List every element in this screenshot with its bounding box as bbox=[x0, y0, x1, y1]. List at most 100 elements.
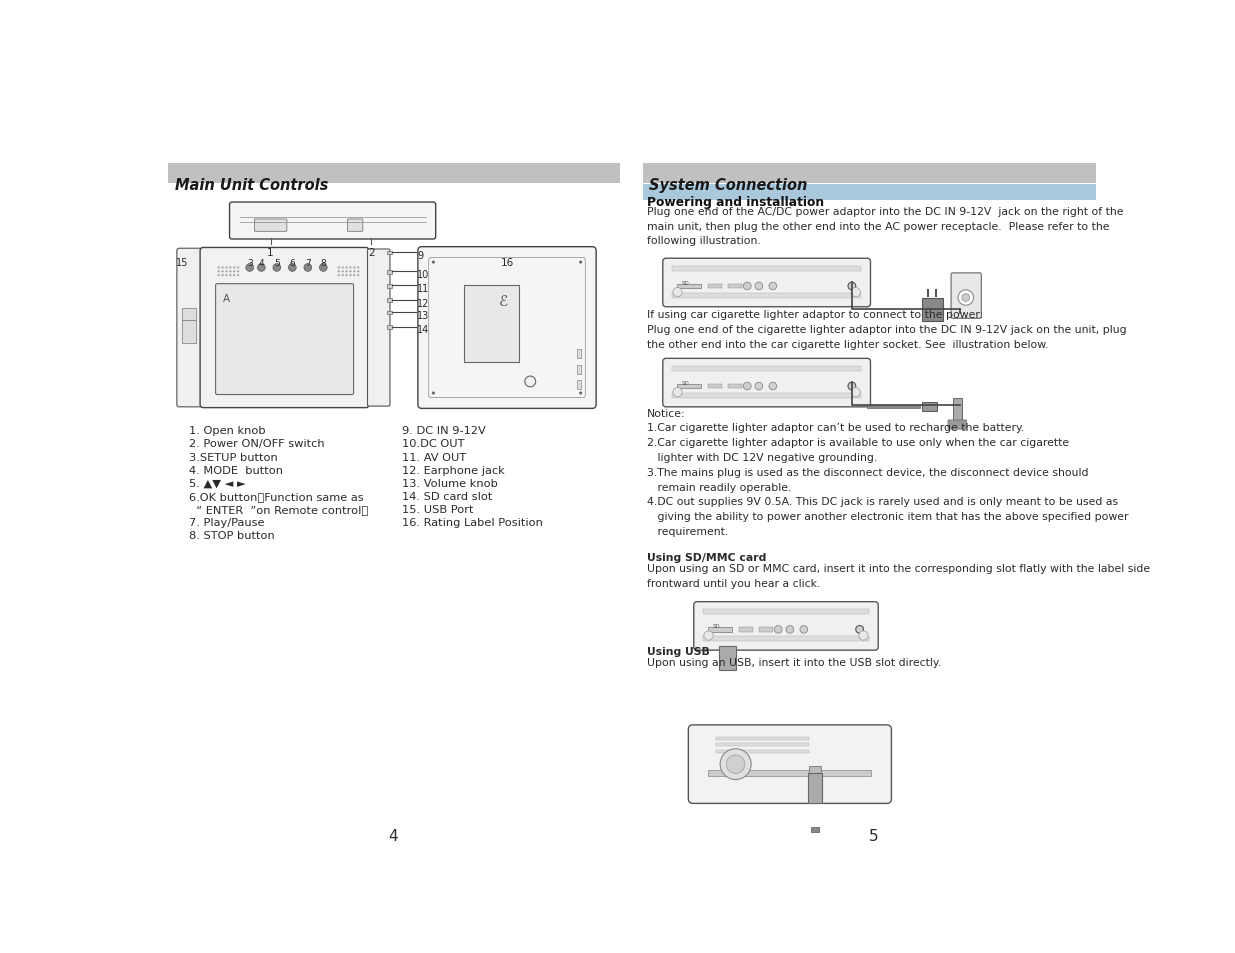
Circle shape bbox=[346, 271, 348, 274]
Circle shape bbox=[851, 288, 861, 297]
Circle shape bbox=[233, 274, 236, 277]
Text: Notice:
1.Car cigarette lighter adaptor can’t be used to recharge the battery.
2: Notice: 1.Car cigarette lighter adaptor … bbox=[647, 408, 1129, 537]
Bar bbox=[716, 743, 809, 746]
Circle shape bbox=[221, 274, 224, 277]
Bar bbox=[921, 403, 937, 412]
Text: System Connection: System Connection bbox=[648, 178, 808, 193]
Bar bbox=[678, 284, 700, 289]
Circle shape bbox=[233, 267, 236, 270]
Circle shape bbox=[217, 274, 220, 277]
Circle shape bbox=[337, 271, 340, 274]
FancyBboxPatch shape bbox=[347, 220, 363, 232]
Text: SD: SD bbox=[682, 280, 689, 285]
Text: 4: 4 bbox=[258, 259, 264, 268]
Bar bbox=[809, 766, 821, 776]
Circle shape bbox=[755, 283, 763, 291]
Circle shape bbox=[237, 271, 240, 274]
Circle shape bbox=[743, 383, 751, 391]
Text: 16: 16 bbox=[500, 257, 514, 268]
Bar bbox=[709, 770, 871, 776]
Text: 14. SD card slot: 14. SD card slot bbox=[403, 491, 493, 501]
Text: 11: 11 bbox=[417, 284, 430, 294]
Bar bbox=[716, 738, 809, 740]
Circle shape bbox=[774, 626, 782, 634]
Text: 13. Volume knob: 13. Volume knob bbox=[403, 478, 498, 488]
Text: Plug one end of the AC/DC power adaptor into the DC IN 9-12V  jack on the right : Plug one end of the AC/DC power adaptor … bbox=[647, 207, 1124, 246]
Bar bbox=[703, 637, 869, 641]
Text: Powering and installation: Powering and installation bbox=[647, 196, 825, 209]
Circle shape bbox=[289, 264, 296, 272]
Bar bbox=[758, 627, 773, 632]
Text: If using car cigarette lighter adaptor to connect to the power:
Plug one end of : If using car cigarette lighter adaptor t… bbox=[647, 310, 1126, 350]
Circle shape bbox=[432, 261, 435, 264]
Circle shape bbox=[856, 626, 863, 634]
Bar bbox=[577, 380, 580, 390]
Text: 12. Earphone jack: 12. Earphone jack bbox=[403, 465, 505, 476]
Text: SD: SD bbox=[713, 623, 720, 628]
Circle shape bbox=[225, 274, 227, 277]
Bar bbox=[387, 312, 391, 315]
Text: 7: 7 bbox=[305, 259, 311, 268]
Circle shape bbox=[221, 271, 224, 274]
FancyBboxPatch shape bbox=[688, 725, 892, 803]
Circle shape bbox=[353, 274, 356, 277]
Bar bbox=[740, 627, 753, 632]
FancyBboxPatch shape bbox=[230, 203, 436, 240]
Text: 11. AV OUT: 11. AV OUT bbox=[403, 452, 467, 462]
Bar bbox=[716, 750, 809, 753]
Text: 5: 5 bbox=[274, 259, 279, 268]
Bar bbox=[387, 299, 391, 303]
Circle shape bbox=[357, 274, 359, 277]
FancyBboxPatch shape bbox=[663, 259, 871, 308]
Circle shape bbox=[579, 261, 582, 264]
Bar bbox=[709, 627, 732, 632]
Circle shape bbox=[217, 271, 220, 274]
Text: SD: SD bbox=[682, 380, 689, 385]
Text: 8: 8 bbox=[320, 259, 326, 268]
Circle shape bbox=[962, 294, 969, 302]
FancyBboxPatch shape bbox=[417, 248, 597, 409]
Text: ℰ: ℰ bbox=[499, 294, 509, 309]
Circle shape bbox=[273, 264, 280, 272]
Circle shape bbox=[337, 267, 340, 270]
Circle shape bbox=[726, 755, 745, 774]
Circle shape bbox=[848, 283, 856, 291]
Text: 10: 10 bbox=[417, 270, 430, 280]
Bar bbox=[183, 309, 196, 320]
Text: “ ENTER  ”on Remote control）: “ ENTER ”on Remote control） bbox=[189, 504, 368, 515]
Circle shape bbox=[217, 267, 220, 270]
Bar bbox=[709, 284, 722, 289]
FancyBboxPatch shape bbox=[254, 220, 287, 232]
Text: 2: 2 bbox=[368, 248, 374, 258]
Text: 16. Rating Label Position: 16. Rating Label Position bbox=[403, 517, 543, 527]
Bar bbox=[642, 164, 1095, 184]
Text: Upon using an SD or MMC card, insert it into the corresponding slot flatly with : Upon using an SD or MMC card, insert it … bbox=[647, 563, 1150, 588]
Circle shape bbox=[225, 267, 227, 270]
Bar bbox=[921, 298, 944, 321]
FancyBboxPatch shape bbox=[694, 602, 878, 651]
Circle shape bbox=[350, 271, 352, 274]
Text: 1: 1 bbox=[267, 248, 274, 258]
Circle shape bbox=[257, 264, 266, 272]
Bar bbox=[168, 164, 620, 184]
Text: 15: 15 bbox=[177, 257, 189, 268]
Text: 4: 4 bbox=[388, 828, 398, 843]
Bar bbox=[719, 646, 736, 671]
Bar bbox=[727, 284, 742, 289]
Circle shape bbox=[858, 631, 868, 640]
Circle shape bbox=[353, 267, 356, 270]
Bar bbox=[387, 326, 391, 330]
Circle shape bbox=[673, 388, 682, 397]
Text: Using USB: Using USB bbox=[647, 647, 710, 657]
FancyBboxPatch shape bbox=[177, 249, 204, 408]
Circle shape bbox=[785, 626, 794, 634]
Circle shape bbox=[357, 267, 359, 270]
Circle shape bbox=[958, 291, 973, 306]
Text: 2. Power ON/OFF switch: 2. Power ON/OFF switch bbox=[189, 439, 325, 449]
Circle shape bbox=[353, 271, 356, 274]
Circle shape bbox=[525, 376, 536, 388]
Circle shape bbox=[246, 264, 253, 272]
Circle shape bbox=[350, 274, 352, 277]
Text: Main Unit Controls: Main Unit Controls bbox=[174, 178, 329, 193]
FancyBboxPatch shape bbox=[948, 420, 967, 430]
